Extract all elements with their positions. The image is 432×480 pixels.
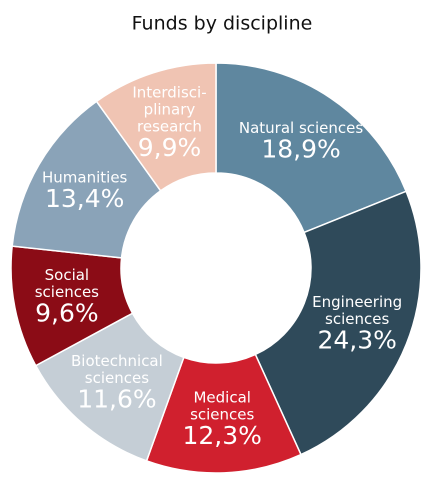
value-label: 24,3% [317,325,396,354]
slice-label-line: Medical [193,388,250,406]
slice-label-line: plinary [144,100,196,118]
slice-label-line: sciences [85,368,149,386]
slice-label-line: sciences [35,282,99,300]
slice [95,62,217,192]
slice-label: Interdisci-plinary research [132,83,206,135]
value-label: 11,6% [77,384,156,413]
value-label: 13,4% [45,184,124,213]
slice [254,190,422,456]
slice-label: Engineering sciences [312,292,402,327]
slice [215,62,408,234]
value-label: 18,9% [261,135,340,164]
value-label: 9,9% [138,133,202,162]
slice-label: Social sciences [35,265,99,300]
slice-label: Natural sciences [239,119,364,137]
slice-label-line: sciences [190,405,254,423]
slice [11,100,162,259]
slice-label-line: Biotechnical [71,351,163,369]
slice-label: Humanities [42,168,128,186]
value-label: 12,3% [182,421,261,450]
slice-label-line: Engineering [312,292,402,310]
slice-label-line: research [137,117,202,135]
slice-label-line: sciences [325,309,389,327]
slice-label-line: Interdisci- [132,83,206,101]
chart-title: Funds by discipline [132,13,313,35]
slice-label: Medical sciences [190,388,254,423]
value-label: 9,6% [35,298,99,327]
slice-label-line: Natural sciences [239,119,364,137]
slice-label: Biotechnical sciences [71,351,163,386]
slice-label-line: Social [45,265,89,283]
slice-label-line: Humanities [42,168,128,186]
